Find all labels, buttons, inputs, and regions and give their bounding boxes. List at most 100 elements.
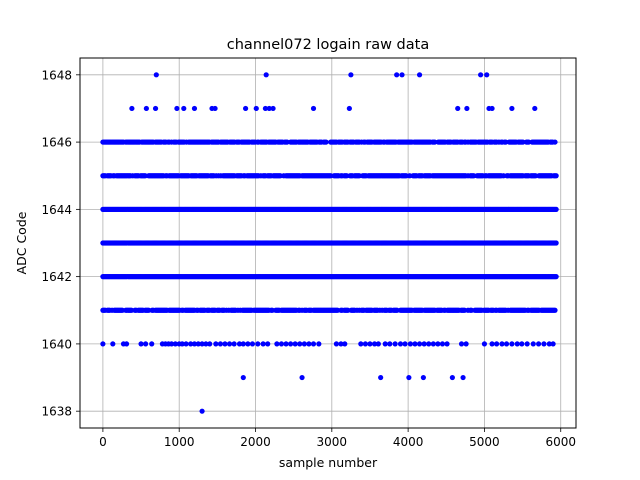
data-point: [387, 341, 393, 347]
data-point: [552, 307, 558, 313]
data-point: [553, 240, 559, 246]
data-point: [222, 341, 228, 347]
data-point: [348, 72, 354, 78]
data-point: [481, 341, 488, 347]
data-point: [420, 374, 426, 381]
data-point: [306, 341, 312, 347]
data-point: [191, 105, 198, 112]
data-point: [265, 341, 271, 347]
data-point: [541, 341, 547, 347]
data-point: [288, 341, 294, 347]
data-point: [494, 341, 500, 347]
x-tick-label: 6000: [545, 435, 576, 449]
data-point: [458, 341, 465, 347]
data-point: [203, 341, 209, 347]
data-point: [367, 341, 373, 347]
plot-frame: [79, 57, 577, 429]
y-tick-label: 1646: [41, 136, 72, 150]
data-point: [397, 341, 404, 347]
data-point: [439, 341, 446, 347]
data-point: [152, 105, 159, 112]
y-tick-label: 1638: [41, 405, 72, 419]
data-point: [342, 341, 348, 347]
y-axis-label: ADC Code: [14, 211, 29, 274]
data-point: [338, 341, 344, 347]
data-point: [310, 105, 317, 112]
data-point: [416, 341, 423, 347]
data-point: [407, 341, 414, 347]
data-point: [263, 72, 269, 78]
data-point: [245, 341, 251, 347]
data-point: [333, 341, 339, 347]
data-point: [444, 341, 450, 347]
data-point: [199, 341, 205, 347]
data-point: [143, 105, 149, 112]
data-point: [129, 105, 135, 112]
data-point: [519, 341, 525, 347]
data-point: [489, 105, 495, 112]
data-point: [546, 341, 552, 347]
data-point: [168, 341, 175, 347]
data-point: [430, 341, 436, 347]
x-axis-label: sample number: [279, 455, 378, 470]
data-point: [503, 341, 510, 347]
data-point: [262, 105, 269, 112]
data-point: [346, 105, 352, 112]
data-point: [143, 341, 149, 347]
data-point: [255, 341, 261, 347]
data-point: [358, 341, 364, 347]
data-point: [236, 341, 243, 347]
data-point: [213, 341, 219, 347]
data-point: [371, 341, 378, 347]
data-point: [323, 139, 329, 145]
data-point: [217, 341, 224, 347]
data-point: [532, 105, 538, 112]
data-point: [191, 341, 198, 347]
data-point: [183, 341, 189, 347]
data-point: [292, 341, 298, 347]
data-point: [478, 72, 484, 78]
data-point: [536, 341, 542, 347]
y-tick-label: 1648: [41, 68, 72, 82]
y-tick-label: 1644: [41, 203, 72, 217]
data-point: [297, 341, 303, 347]
data-point: [455, 105, 461, 112]
data-point: [240, 341, 246, 347]
data-point: [449, 374, 455, 381]
data-point: [553, 274, 559, 280]
data-point: [382, 341, 388, 347]
data-point: [188, 341, 194, 347]
data-point: [499, 341, 505, 347]
data-point: [278, 341, 285, 347]
data-point: [212, 105, 218, 112]
data-point: [416, 72, 423, 78]
data-point: [316, 341, 322, 347]
data-point: [199, 408, 205, 414]
data-point: [392, 341, 398, 347]
y-tick-label: 1642: [41, 270, 72, 284]
data-point: [301, 341, 307, 347]
data-point: [509, 105, 515, 112]
axis-ticks: 0 1000 2000 3000 4000 5000 6000 1638 1640 1642 164…: [41, 68, 576, 449]
data-point: [110, 341, 116, 347]
data-point: [249, 341, 256, 347]
chart-title: channel072 logain raw data: [227, 37, 429, 53]
data-point: [375, 341, 381, 347]
data-point: [421, 341, 427, 347]
data-point: [231, 341, 237, 347]
data-point: [100, 341, 106, 347]
data-point: [412, 341, 418, 347]
data-point: [174, 105, 180, 112]
x-tick-label: 1000: [164, 435, 195, 449]
data-point: [394, 72, 400, 78]
data-point: [179, 341, 185, 347]
data-point: [153, 72, 159, 78]
data-point: [274, 341, 280, 347]
data-point: [489, 341, 495, 347]
data-point: [514, 341, 520, 347]
y-tick-label: 1640: [41, 337, 72, 351]
data-point: [260, 341, 266, 347]
data-point: [435, 341, 441, 347]
